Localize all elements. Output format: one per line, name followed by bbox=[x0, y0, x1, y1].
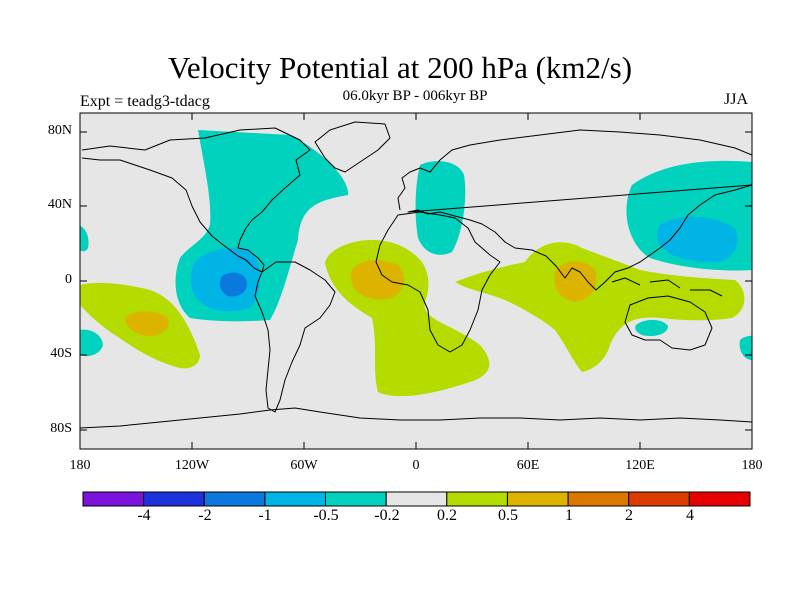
lon-label-60e: 60E bbox=[516, 458, 540, 473]
contour-pos-mid-south-pacific bbox=[125, 311, 169, 336]
coastline-south-america bbox=[254, 261, 336, 413]
colorbar-swatch bbox=[203, 491, 266, 507]
contour-pos-mid-atlantic bbox=[350, 260, 404, 300]
coastline-africa bbox=[375, 211, 501, 353]
lat-ticks bbox=[80, 131, 752, 431]
coastline-australia bbox=[624, 295, 713, 351]
contour-neg-weak-edge-east bbox=[739, 335, 752, 360]
colorbar-label: 4 bbox=[686, 507, 694, 524]
colorbar-swatch bbox=[446, 491, 508, 507]
colorbar-label: 1 bbox=[565, 507, 573, 524]
contour-neg-mid-west-pacific bbox=[657, 216, 738, 263]
lat-label-40s: 40S bbox=[50, 346, 72, 361]
colorbar-label: -0.5 bbox=[313, 507, 339, 524]
colorbar-label: -2 bbox=[198, 507, 212, 524]
lon-label-0: 0 bbox=[412, 458, 420, 473]
lon-label-120e: 120E bbox=[625, 458, 655, 473]
colorbar-swatch bbox=[567, 491, 630, 507]
contour-neg-weak-south-pacific bbox=[80, 329, 103, 357]
colorbar bbox=[82, 491, 751, 507]
lat-label-80s: 80S bbox=[50, 421, 72, 436]
contour-neg-weak-australia bbox=[635, 319, 668, 336]
coastlines bbox=[80, 121, 752, 429]
colorbar-swatch bbox=[143, 491, 205, 507]
coastline-north-america bbox=[81, 127, 311, 273]
lon-label-120w: 120W bbox=[174, 458, 210, 473]
lon-ticks bbox=[79, 113, 753, 449]
coastline-europe-asia bbox=[397, 129, 752, 291]
chart-subtitle: 06.0kyr BP - 006kyr BP bbox=[342, 88, 488, 104]
colorbar-swatch bbox=[325, 491, 387, 507]
contour-neg-weak-edge-west bbox=[80, 226, 89, 252]
lon-label-60w: 60W bbox=[290, 458, 318, 473]
coastline-maritime-continent bbox=[611, 277, 723, 297]
contour-pos-mid-indian-ocean bbox=[554, 261, 597, 302]
colorbar-swatch bbox=[264, 491, 326, 507]
colorbar-label: 0.2 bbox=[437, 507, 457, 524]
lon-label-180e: 180 bbox=[741, 458, 763, 473]
colorbar-label: -1 bbox=[258, 507, 272, 524]
colorbar-label: 0.5 bbox=[498, 507, 518, 524]
colorbar-swatch bbox=[507, 491, 569, 507]
lon-label-180w: 180 bbox=[69, 458, 91, 473]
colorbar-label: -0.2 bbox=[374, 507, 400, 524]
colorbar-label: -4 bbox=[137, 507, 151, 524]
contour-fields bbox=[80, 130, 752, 397]
coastline-greenland bbox=[314, 121, 391, 173]
experiment-label: Expt = teadg3-tdacg bbox=[80, 93, 210, 110]
chart-title: Velocity Potential at 200 hPa (km2/s) bbox=[167, 50, 633, 85]
contour-neg-strong-pacific bbox=[220, 272, 247, 297]
lat-label-40n: 40N bbox=[47, 197, 72, 212]
colorbar-label: 2 bbox=[625, 507, 633, 524]
colorbar-swatch bbox=[82, 491, 145, 507]
colorbar-swatch bbox=[628, 491, 690, 507]
colorbar-swatch bbox=[385, 491, 448, 507]
lat-label-eq: 0 bbox=[65, 272, 72, 287]
lat-label-80n: 80N bbox=[47, 123, 72, 138]
contour-pos-weak-indian-ocean bbox=[455, 242, 745, 372]
contour-neg-weak-europe bbox=[415, 161, 466, 255]
coastline-antarctica bbox=[80, 407, 752, 429]
colorbar-swatch bbox=[688, 491, 751, 507]
season-label: JJA bbox=[724, 91, 749, 108]
